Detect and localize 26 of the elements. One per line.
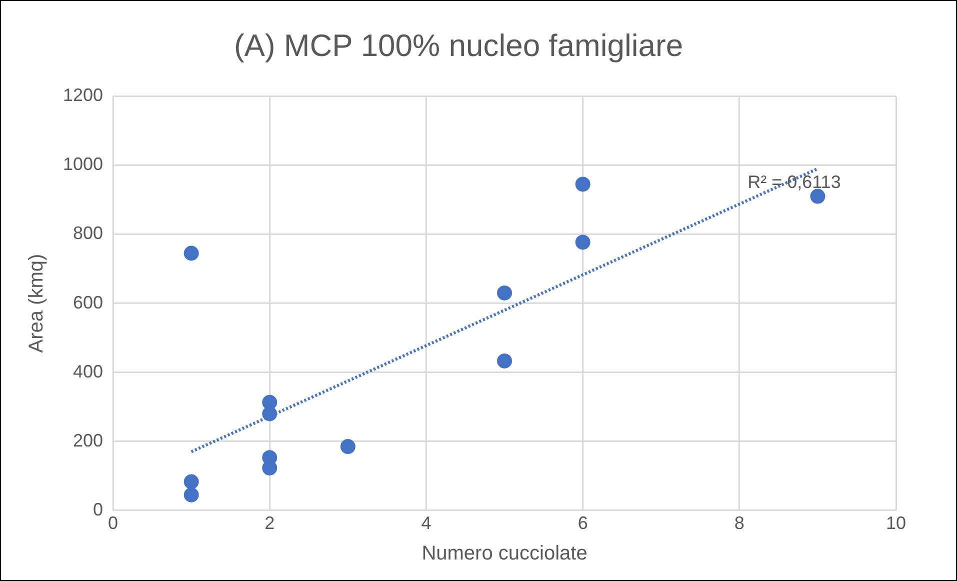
point: [340, 439, 356, 454]
y-tick-label: 400: [72, 361, 104, 382]
point: [497, 353, 512, 368]
point: [184, 246, 199, 261]
x-axis-title: Numero cucciolate: [422, 542, 588, 565]
y-tick-label: 800: [72, 223, 104, 244]
point: [184, 487, 199, 502]
x-tick-label: 10: [886, 513, 906, 534]
point: [575, 176, 590, 192]
y-axis-title: Area (kmq): [26, 254, 48, 353]
y-tick-label: 600: [72, 292, 104, 312]
y-tick-label: 200: [72, 430, 104, 450]
x-tick-label: 8: [734, 513, 744, 534]
annotation: R² = 0,6113: [748, 172, 841, 192]
y-tick-label: 1200: [62, 85, 104, 106]
point: [497, 285, 512, 300]
x-tick-label: 6: [578, 513, 588, 534]
x-tick-label: 2: [264, 513, 275, 534]
point: [262, 406, 278, 422]
point: [575, 234, 590, 250]
chart-title: (A) MCP 100% nucleo famigliare: [234, 28, 684, 64]
point: [184, 474, 199, 490]
x-tick-label: 4: [421, 513, 432, 534]
y-tick-label: 0: [93, 499, 104, 520]
x-tick-label: 0: [108, 513, 118, 534]
y-tick-label: 1000: [62, 154, 104, 174]
